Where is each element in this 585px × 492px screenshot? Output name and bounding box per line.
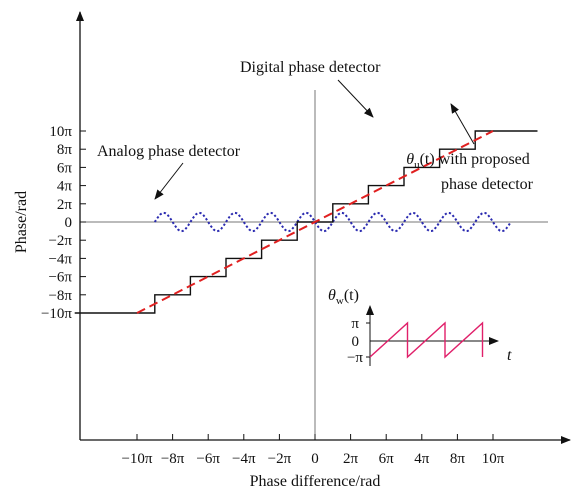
annotation-proposed-line1: θu(t) with proposed — [406, 151, 530, 171]
x-tick-label: 8π — [450, 451, 466, 467]
y-tick-label: −2π — [48, 233, 72, 249]
inset-x-label: t — [507, 347, 512, 364]
x-tick-label: −10π — [121, 451, 152, 467]
x-tick-label: −4π — [232, 451, 256, 467]
inset-y-tick-pi: π — [351, 316, 359, 332]
annotation-digital-arrow — [337, 79, 374, 118]
annotation-proposed: θu(t) with proposed phase detector — [406, 103, 534, 193]
y-axis-title: Phase/rad — [13, 191, 30, 253]
y-tick-label: −8π — [48, 288, 72, 304]
annotation-analog-label: Analog phase detector — [97, 143, 241, 160]
y-tick-label: −4π — [48, 251, 72, 267]
x-tick-label: 4π — [414, 451, 430, 467]
y-tick-label: −6π — [48, 270, 72, 286]
x-tick-label: −2π — [268, 451, 292, 467]
y-tick-label: −10π — [41, 306, 72, 322]
annotation-digital-label: Digital phase detector — [240, 59, 381, 76]
x-tick-label: 2π — [343, 451, 359, 467]
annotation-digital: Digital phase detector — [240, 59, 381, 118]
inset: θw(t) π 0 −π t — [328, 287, 512, 366]
y-ticks: 10π 8π 6π 4π 2π 0 −2π −4π −6π −8π −10π — [41, 124, 86, 322]
x-tick-label: 10π — [482, 451, 505, 467]
x-ticks: −10π −8π −6π −4π −2π 0 2π 6π 4π 8π 10π — [121, 434, 505, 467]
y-tick-label: 0 — [65, 215, 73, 231]
series-proposed-line — [136, 130, 494, 314]
axes — [76, 11, 571, 444]
annotation-analog-arrow — [154, 162, 184, 200]
inset-y-tick-zero: 0 — [352, 334, 360, 350]
series-analog-line — [153, 211, 512, 233]
annotation-proposed-line2: phase detector — [441, 176, 534, 193]
y-tick-label: 6π — [57, 160, 73, 176]
x-axis-title: Phase difference/rad — [250, 473, 381, 490]
inset-y-tick-neg-pi: −π — [347, 350, 363, 366]
y-tick-label: 10π — [49, 124, 72, 140]
annotation-analog: Analog phase detector — [97, 143, 241, 200]
x-tick-label: −8π — [161, 451, 185, 467]
x-tick-label: 6π — [379, 451, 395, 467]
y-tick-label: 8π — [57, 142, 73, 158]
inset-title: θw(t) — [328, 287, 359, 307]
x-tick-label: 0 — [311, 451, 319, 467]
annotation-proposed-arrow — [450, 103, 475, 145]
y-tick-label: 4π — [57, 179, 73, 195]
inset-sawtooth-line — [369, 321, 484, 359]
x-tick-label: −6π — [196, 451, 220, 467]
series-layer — [74, 130, 538, 314]
y-tick-label: 2π — [57, 197, 73, 213]
